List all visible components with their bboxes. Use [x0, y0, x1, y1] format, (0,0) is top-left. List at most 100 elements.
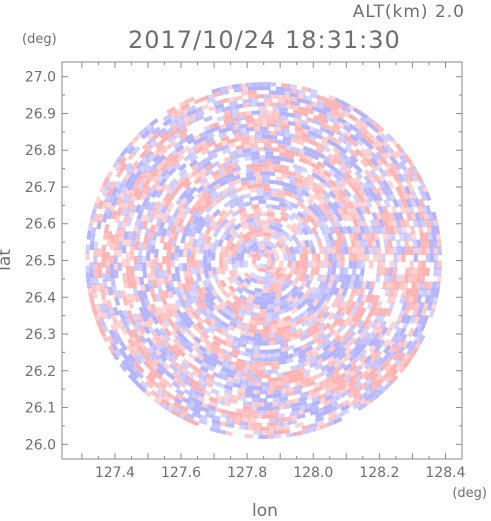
field-cell [272, 434, 282, 439]
field-cell [270, 102, 280, 108]
field-cell [94, 283, 101, 293]
field-cell [196, 295, 204, 305]
field-cell [254, 224, 263, 230]
field-cell [174, 286, 181, 296]
field-cell [273, 163, 283, 169]
y-tick-label: 26.3 [25, 327, 56, 343]
field-cell [278, 359, 287, 365]
field-cell [278, 260, 284, 269]
field-cell [267, 122, 276, 128]
field-cell [288, 188, 298, 195]
field-cell [253, 167, 262, 172]
field-cell [166, 259, 171, 268]
field-cell [271, 364, 280, 370]
field-cell [405, 340, 414, 350]
field-cell [139, 296, 146, 306]
field-cell [298, 157, 308, 164]
field-cell [115, 227, 122, 237]
field-cell [302, 145, 312, 153]
field-cell [275, 131, 285, 137]
field-cell [215, 266, 221, 275]
field-cell [133, 262, 139, 272]
field-cell [179, 361, 189, 371]
field-cell [212, 178, 222, 186]
field-cell [263, 275, 272, 281]
field-cell [241, 286, 250, 294]
field-cell [298, 348, 307, 356]
field-cell [253, 426, 262, 431]
field-cell [317, 202, 326, 211]
field-cell [113, 180, 122, 191]
field-cell [244, 155, 253, 161]
field-cell [274, 429, 284, 435]
field-cell [390, 281, 396, 291]
field-cell [187, 295, 195, 305]
field-cell [368, 246, 373, 255]
field-cell [305, 286, 314, 295]
field-cell [349, 212, 357, 222]
field-cell [218, 338, 228, 346]
field-cell [253, 122, 262, 127]
field-cell [306, 173, 316, 182]
field-cell [280, 119, 290, 125]
field-cell [257, 267, 266, 273]
field-cell [175, 393, 185, 401]
field-cell [273, 217, 282, 224]
field-cell [170, 224, 177, 234]
field-cell [219, 179, 228, 187]
field-cell [322, 310, 331, 320]
field-cell [130, 244, 135, 254]
field-cell [250, 357, 259, 362]
y-tick-label: 27.0 [25, 70, 56, 86]
field-cell [401, 253, 406, 262]
field-cell [277, 147, 287, 154]
field-cell [267, 381, 277, 387]
field-cell [228, 242, 236, 251]
field-cell [221, 400, 232, 407]
field-cell [142, 241, 148, 251]
field-cell [295, 135, 305, 142]
field-cell [386, 281, 392, 290]
field-cell [278, 201, 288, 209]
field-cell [269, 414, 278, 419]
field-cell [437, 267, 442, 277]
field-cell [159, 321, 168, 331]
field-cell [395, 274, 401, 284]
field-cell [167, 302, 175, 312]
field-cell [171, 273, 177, 282]
field-cell [306, 315, 315, 324]
field-cell [300, 319, 310, 327]
field-cell [105, 272, 111, 282]
field-cell [220, 330, 230, 338]
field-cell [258, 199, 267, 204]
field-cell [241, 367, 250, 374]
field-cell [132, 286, 139, 296]
field-cell [289, 88, 299, 94]
field-cell [272, 155, 281, 161]
field-cell [179, 196, 188, 206]
field-cell [153, 309, 161, 319]
field-cell [272, 352, 282, 358]
field-cell [280, 229, 290, 238]
field-cell [388, 225, 395, 235]
field-cell [274, 123, 283, 128]
field-cell [230, 153, 240, 160]
field-cell [138, 241, 144, 251]
field-cell [296, 222, 305, 231]
field-cell [147, 231, 154, 240]
field-cell [279, 266, 287, 275]
field-cell [426, 225, 432, 235]
field-cell [261, 337, 269, 342]
field-cell [270, 401, 280, 407]
field-cell [131, 230, 137, 240]
field-cell [299, 253, 305, 261]
field-cell [345, 206, 354, 216]
field-cell [154, 248, 159, 258]
field-cell [280, 168, 290, 175]
field-cell [218, 123, 228, 130]
field-cell [231, 348, 241, 355]
field-cell [376, 186, 385, 196]
y-tick-label: 26.1 [25, 401, 56, 417]
field-cell [305, 330, 315, 339]
field-cell [159, 276, 165, 286]
